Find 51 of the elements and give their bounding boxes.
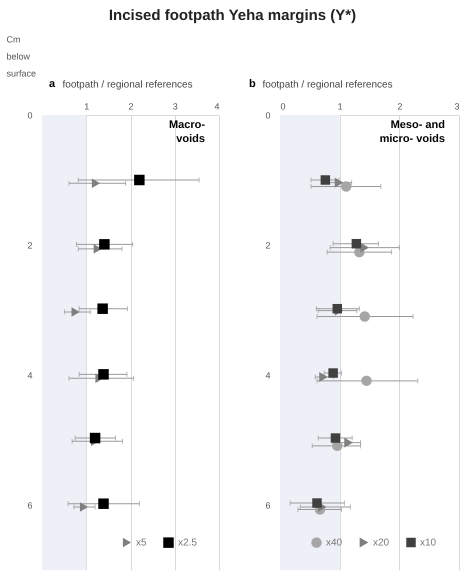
x-axis-title: footpath / regional references: [262, 80, 393, 90]
x-axis-title: footpath / regional references: [62, 80, 193, 90]
point: [80, 502, 88, 512]
point: [98, 369, 109, 380]
chart-title: Incised footpath Yeha margins (Y*): [108, 7, 356, 24]
annotation: Macro- voids: [168, 119, 206, 145]
point: [361, 376, 372, 386]
point: [134, 174, 145, 186]
y-tick-label: 4: [265, 370, 270, 380]
point: [352, 238, 362, 248]
x-tick-label: 1: [338, 102, 343, 112]
x-tick-label: 1: [84, 102, 90, 112]
point: [328, 368, 338, 378]
y-tick-label: 6: [27, 500, 32, 510]
point: [92, 178, 100, 188]
annotation: Meso- and micro- voids: [380, 119, 445, 145]
y-tick-label: 0: [27, 110, 32, 120]
point: [320, 175, 330, 185]
point: [98, 498, 109, 509]
point: [340, 181, 352, 192]
y-tick-label: 4: [27, 370, 32, 380]
point: [312, 498, 322, 508]
y-tick-label: 2: [265, 240, 270, 250]
x-tick-label: 0: [280, 102, 286, 112]
legend-label: x40: [326, 538, 343, 549]
x-tick-label: 4: [214, 102, 220, 112]
point: [319, 372, 328, 382]
point: [344, 438, 353, 448]
point: [334, 178, 344, 188]
x-tick-label: 3: [454, 102, 460, 112]
y-tick-label: 0: [265, 110, 270, 120]
text: a: [49, 78, 56, 90]
x-tick-label: 2: [397, 102, 402, 112]
legend-label: x20: [373, 538, 390, 548]
point: [332, 304, 342, 314]
point: [99, 239, 110, 250]
legend-label: x5: [136, 538, 147, 548]
point: [359, 311, 370, 322]
point: [72, 307, 80, 317]
point: [330, 433, 340, 443]
y-tick-label: 2: [27, 240, 32, 250]
legend-label: x10: [420, 538, 437, 548]
y-tick-label: 6: [265, 500, 270, 510]
point: [97, 303, 108, 314]
y-axis-title: Cm below surface: [6, 34, 36, 78]
point: [360, 242, 370, 253]
text: b: [249, 78, 256, 90]
x-tick-label: 2: [128, 102, 134, 112]
point: [90, 432, 100, 444]
x-tick-label: 3: [172, 102, 178, 112]
legend-label: x2.5: [178, 538, 198, 549]
